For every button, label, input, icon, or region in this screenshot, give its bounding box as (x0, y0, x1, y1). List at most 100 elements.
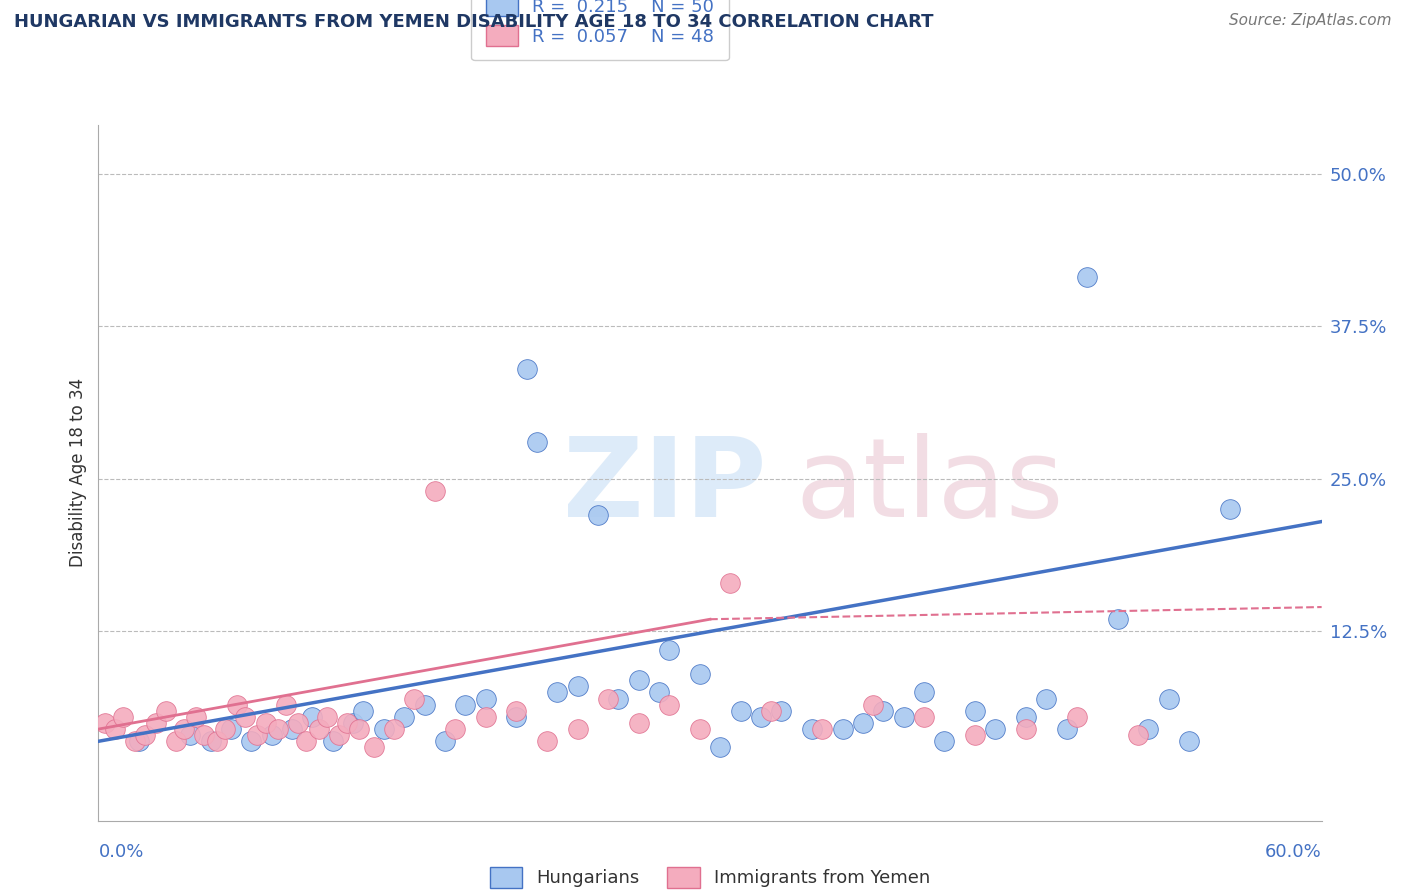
Point (505, 710, 527, 724)
Point (689, 722, 711, 736)
Point (596, 691, 619, 706)
Point (1157, 691, 1180, 706)
Point (1015, 722, 1038, 736)
Point (373, 722, 395, 736)
Point (267, 722, 290, 736)
Point (423, 484, 446, 499)
Text: 60.0%: 60.0% (1265, 843, 1322, 861)
Point (505, 704, 527, 718)
Point (893, 710, 915, 724)
Point (349, 722, 371, 736)
Point (433, 734, 456, 748)
Point (274, 698, 297, 712)
Point (536, 734, 558, 748)
Point (155, 704, 177, 718)
Point (1056, 722, 1078, 736)
Point (1035, 691, 1057, 706)
Point (281, 722, 304, 736)
Point (831, 722, 853, 736)
Point (193, 728, 215, 742)
Text: ZIP: ZIP (564, 434, 766, 541)
Point (749, 710, 772, 724)
Point (872, 704, 894, 718)
Point (516, 362, 538, 376)
Point (689, 667, 711, 681)
Point (328, 728, 350, 742)
Point (342, 716, 364, 731)
Point (363, 740, 385, 755)
Point (104, 722, 127, 736)
Point (965, 704, 987, 718)
Point (219, 722, 242, 736)
Point (658, 642, 681, 657)
Point (233, 710, 256, 724)
Point (627, 716, 650, 731)
Point (186, 710, 208, 724)
Point (93, 716, 115, 731)
Point (965, 728, 987, 742)
Legend: Hungarians, Immigrants from Yemen: Hungarians, Immigrants from Yemen (482, 860, 938, 892)
Point (862, 698, 884, 712)
Point (246, 728, 269, 742)
Y-axis label: Disability Age 18 to 34: Disability Age 18 to 34 (69, 378, 87, 567)
Point (912, 710, 935, 724)
Point (382, 722, 405, 736)
Point (287, 716, 309, 731)
Point (301, 710, 323, 724)
Point (444, 722, 467, 736)
Point (352, 704, 374, 718)
Point (145, 716, 167, 731)
Point (315, 710, 337, 724)
Point (526, 435, 548, 450)
Point (770, 704, 793, 718)
Text: 0.0%: 0.0% (98, 843, 143, 861)
Point (111, 710, 134, 724)
Point (1066, 710, 1088, 724)
Point (260, 728, 283, 742)
Point (179, 728, 201, 742)
Point (295, 734, 318, 748)
Point (322, 734, 344, 748)
Point (134, 728, 156, 742)
Point (128, 734, 150, 748)
Point (567, 722, 589, 736)
Point (811, 722, 834, 736)
Point (730, 704, 752, 718)
Point (658, 698, 681, 712)
Point (546, 685, 568, 699)
Point (1219, 502, 1241, 516)
Point (720, 575, 742, 590)
Point (1128, 728, 1150, 742)
Point (336, 716, 359, 731)
Point (404, 691, 426, 706)
Point (759, 704, 782, 718)
Point (586, 508, 609, 523)
Point (240, 734, 263, 748)
Point (607, 691, 630, 706)
Point (214, 722, 236, 736)
Point (852, 716, 875, 731)
Point (648, 685, 671, 699)
Point (1178, 734, 1201, 748)
Point (413, 698, 436, 712)
Point (1137, 722, 1160, 736)
Point (392, 710, 416, 724)
Point (1076, 270, 1098, 285)
Point (200, 734, 222, 748)
Point (934, 734, 956, 748)
Point (984, 722, 1007, 736)
Point (627, 673, 650, 688)
Point (567, 679, 589, 693)
Point (474, 691, 498, 706)
Point (226, 698, 249, 712)
Point (1107, 612, 1129, 626)
Point (709, 740, 731, 755)
Point (205, 734, 228, 748)
Point (173, 722, 195, 736)
Text: HUNGARIAN VS IMMIGRANTS FROM YEMEN DISABILITY AGE 18 TO 34 CORRELATION CHART: HUNGARIAN VS IMMIGRANTS FROM YEMEN DISAB… (14, 13, 934, 31)
Point (124, 734, 146, 748)
Point (801, 722, 824, 736)
Text: atlas: atlas (796, 434, 1064, 541)
Point (474, 710, 498, 724)
Point (165, 734, 187, 748)
